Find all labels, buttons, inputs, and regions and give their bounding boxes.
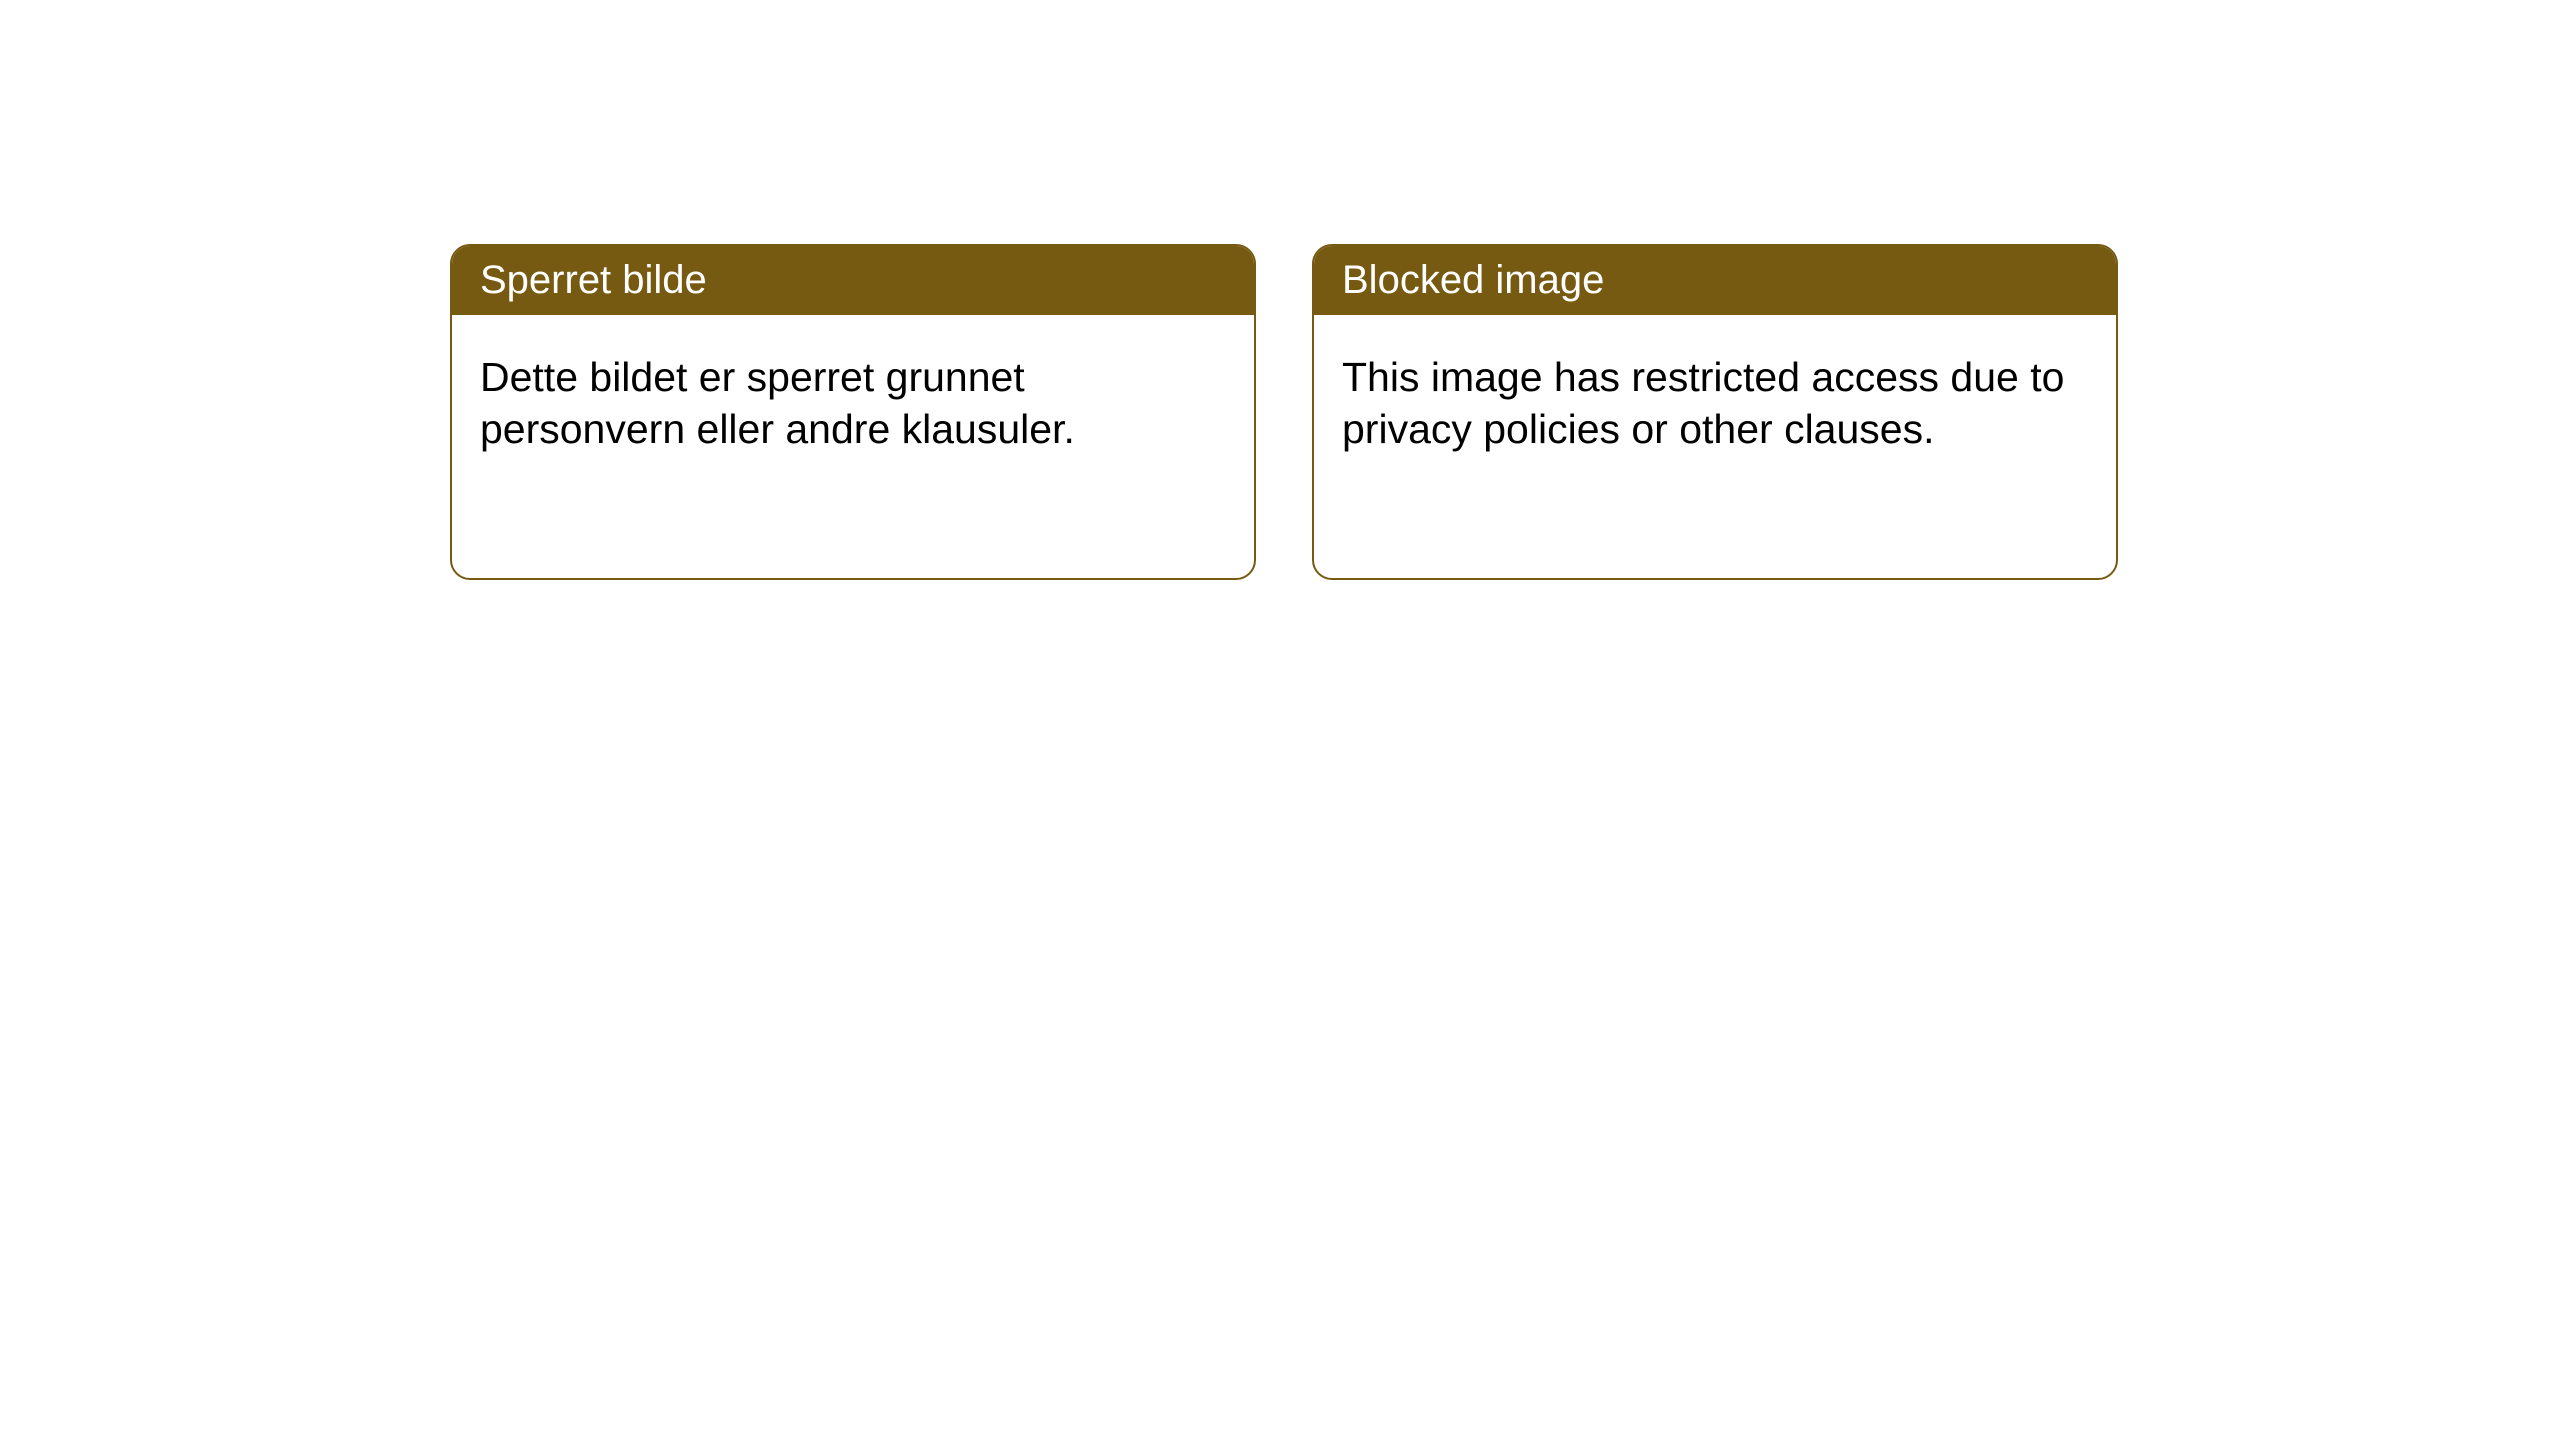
- card-header: Blocked image: [1314, 246, 2116, 315]
- cards-container: Sperret bilde Dette bildet er sperret gr…: [0, 0, 2560, 580]
- card-body: Dette bildet er sperret grunnet personve…: [452, 315, 1254, 491]
- card-body-text: Dette bildet er sperret grunnet personve…: [480, 354, 1075, 452]
- card-body-text: This image has restricted access due to …: [1342, 354, 2064, 452]
- blocked-image-card-no: Sperret bilde Dette bildet er sperret gr…: [450, 244, 1256, 580]
- blocked-image-card-en: Blocked image This image has restricted …: [1312, 244, 2118, 580]
- card-header: Sperret bilde: [452, 246, 1254, 315]
- card-title: Sperret bilde: [480, 258, 707, 302]
- card-title: Blocked image: [1342, 258, 1604, 302]
- card-body: This image has restricted access due to …: [1314, 315, 2116, 491]
